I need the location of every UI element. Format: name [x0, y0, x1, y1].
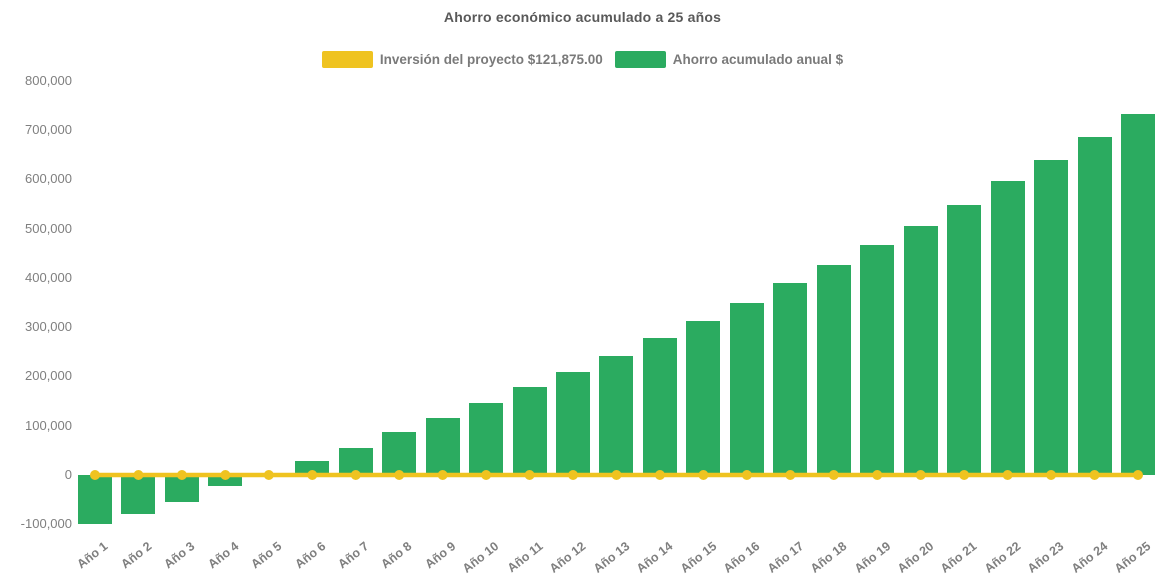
chart-title: Ahorro económico acumulado a 25 años [443, 9, 722, 25]
legend-item-investment[interactable]: Inversión del proyecto $121,875.00 [321, 51, 603, 68]
investment-line-marker[interactable] [915, 470, 926, 480]
bar-año-18[interactable] [816, 264, 851, 475]
bar-año-24[interactable] [1077, 136, 1112, 475]
y-axis-label: 300,000 [25, 319, 72, 335]
investment-line-marker[interactable] [90, 470, 100, 480]
bar-año-12[interactable] [556, 372, 591, 475]
investment-line-marker[interactable] [220, 470, 231, 480]
bar-año-19[interactable] [860, 244, 895, 475]
bar-año-23[interactable] [1034, 159, 1069, 475]
y-axis-label: 400,000 [25, 269, 72, 285]
bar-año-11[interactable] [512, 387, 547, 475]
bar-año-17[interactable] [773, 283, 808, 475]
investment-line-marker[interactable] [959, 470, 970, 480]
investment-line-marker[interactable] [828, 470, 839, 480]
y-axis-label: 600,000 [25, 171, 72, 187]
investment-line-marker[interactable] [394, 470, 405, 480]
y-axis-label: 200,000 [25, 368, 72, 384]
bar-año-4[interactable] [208, 475, 243, 487]
investment-line-marker[interactable] [307, 470, 318, 480]
investment-line-marker[interactable] [1046, 470, 1057, 480]
legend-label-savings: Ahorro acumulado anual $ [672, 52, 844, 67]
y-axis-label: -100,000 [20, 516, 72, 532]
bar-año-15[interactable] [686, 320, 721, 475]
legend: Inversión del proyecto $121,875.00 Ahorr… [0, 51, 1165, 68]
bar-año-2[interactable] [121, 475, 156, 514]
investment-line-marker[interactable] [872, 470, 883, 480]
bar-año-1[interactable] [78, 475, 112, 525]
bar-año-25[interactable] [1120, 114, 1155, 475]
investment-line-marker[interactable] [654, 470, 665, 480]
investment-line-marker[interactable] [437, 470, 448, 480]
bar-año-13[interactable] [599, 355, 634, 475]
bar-año-8[interactable] [382, 432, 417, 475]
investment-line-marker[interactable] [698, 470, 709, 480]
legend-swatch-investment-icon [321, 51, 373, 68]
y-axis-label: 100,000 [25, 417, 72, 433]
investment-line-marker[interactable] [176, 470, 187, 480]
investment-line-marker[interactable] [741, 470, 752, 480]
y-axis-label: 500,000 [25, 220, 72, 236]
investment-line-marker[interactable] [568, 470, 579, 480]
bar-año-6[interactable] [295, 460, 330, 475]
legend-label-investment: Inversión del proyecto $121,875.00 [379, 52, 603, 67]
bar-año-14[interactable] [642, 337, 677, 475]
investment-line-marker[interactable] [524, 470, 535, 480]
bar-año-16[interactable] [729, 302, 764, 475]
investment-line-marker[interactable] [611, 470, 622, 480]
y-axis-label: 0 [64, 467, 72, 482]
investment-line-marker[interactable] [1089, 470, 1100, 480]
legend-item-savings[interactable]: Ahorro acumulado anual $ [614, 51, 844, 68]
y-axis-label: 700,000 [25, 121, 72, 137]
bar-año-20[interactable] [903, 225, 938, 475]
bar-año-22[interactable] [990, 181, 1025, 475]
bar-año-9[interactable] [425, 418, 460, 475]
investment-line-marker[interactable] [263, 470, 274, 480]
bar-año-10[interactable] [469, 402, 504, 475]
investment-line-marker[interactable] [1132, 470, 1143, 480]
investment-line-marker[interactable] [133, 470, 144, 480]
investment-line-marker[interactable] [785, 470, 796, 480]
investment-line-marker[interactable] [350, 470, 361, 480]
investment-line-marker[interactable] [481, 470, 492, 480]
investment-line-marker[interactable] [1002, 470, 1013, 480]
bar-año-21[interactable] [947, 204, 982, 475]
y-axis-label: 800,000 [25, 72, 72, 88]
legend-swatch-savings-icon [614, 51, 666, 68]
